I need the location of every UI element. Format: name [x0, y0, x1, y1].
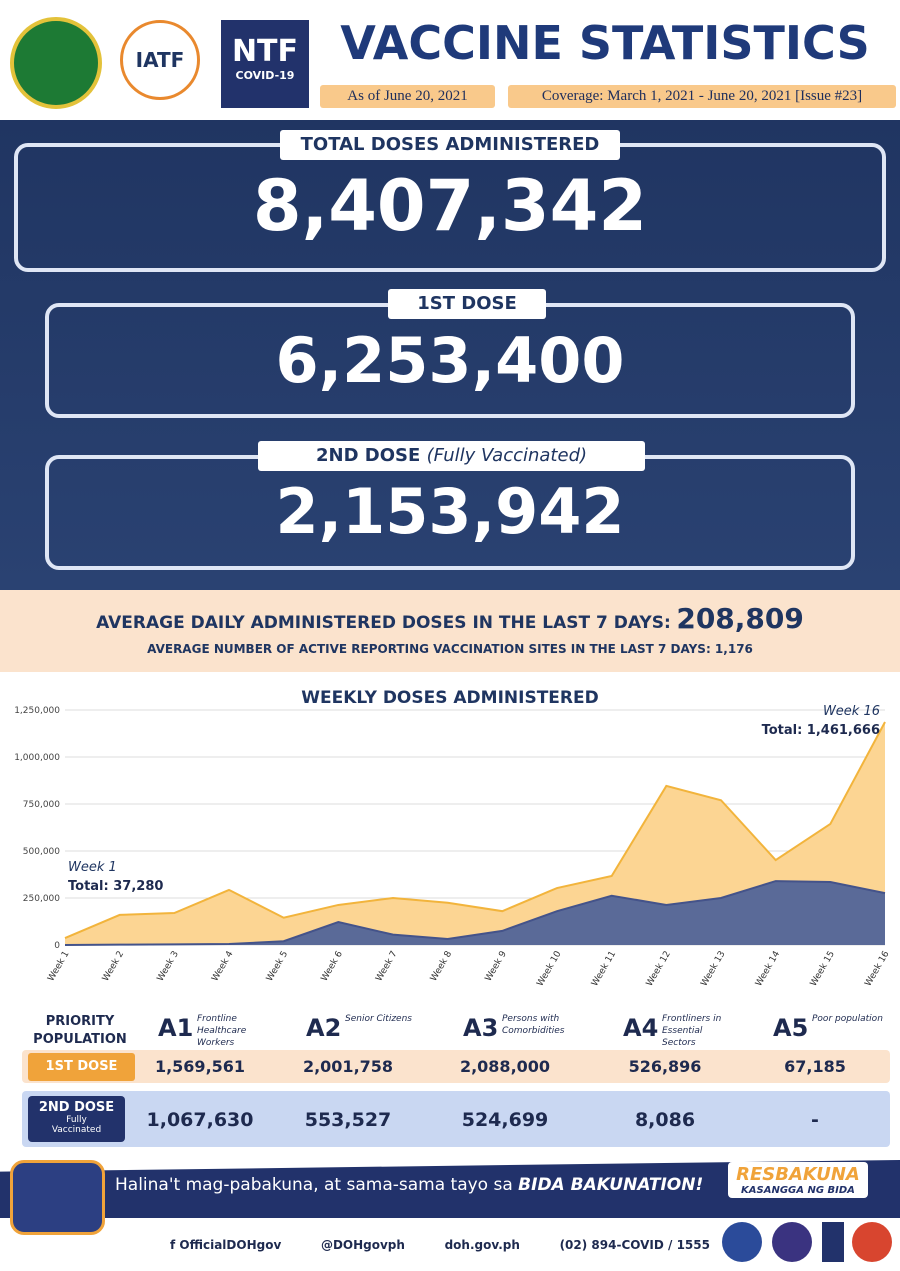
row-band	[22, 1091, 890, 1147]
x-tick-label: Week 7	[374, 950, 399, 984]
column-desc: Persons with Comorbidities	[502, 1014, 565, 1036]
area	[65, 722, 885, 945]
row-label-text: 2ND DOSE	[38, 1100, 115, 1115]
doh-logo	[10, 17, 102, 109]
column-desc: Poor population	[812, 1014, 883, 1024]
x-tick-label: Week 5	[265, 950, 290, 984]
cell: 524,699	[461, 1109, 549, 1131]
row-label: 1ST DOSE	[28, 1053, 135, 1081]
stat-value: 2,153,942	[275, 475, 625, 548]
x-tick-label: Week 14	[754, 949, 782, 988]
cell: 2,001,758	[302, 1057, 394, 1076]
cell: 526,896	[628, 1057, 702, 1076]
daily-average: AVERAGE DAILY ADMINISTERED DOSES IN THE …	[0, 602, 900, 635]
row-label: 2ND DOSE Fully Vaccinated	[28, 1096, 125, 1142]
column-code: A5	[773, 1014, 809, 1042]
x-tick-label: Week 9	[484, 949, 509, 983]
averages-band	[0, 590, 900, 672]
y-tick-label: 250,000	[23, 894, 60, 904]
slogan-bold: BIDA BAKUNATION!	[518, 1175, 704, 1195]
column-code: A3	[463, 1014, 499, 1042]
x-tick-label: Week 8	[429, 949, 454, 983]
agency-logo	[772, 1222, 812, 1262]
column-code: A4	[623, 1014, 659, 1042]
brand-sub: KASANGGA NG BIDA	[741, 1185, 855, 1196]
area-line	[64, 721, 886, 939]
x-tick-label: Week 12	[645, 950, 673, 989]
annotation-total: Total: 37,280	[68, 879, 163, 894]
x-tick-label: Week 4	[210, 949, 235, 983]
contact: @DOHgovph	[320, 1238, 405, 1252]
brand: RESBAKUNA KASANGGA NG BIDA	[728, 1162, 868, 1198]
daily-label: AVERAGE DAILY ADMINISTERED DOSES IN THE …	[96, 613, 671, 633]
y-tick-label: 0	[54, 941, 60, 951]
stat-note: (Fully Vaccinated)	[426, 445, 588, 466]
y-tick-label: 750,000	[23, 800, 60, 810]
stat-label: 2ND DOSE (Fully Vaccinated)	[258, 441, 645, 471]
chart-title: WEEKLY DOSES ADMINISTERED	[301, 688, 598, 708]
x-tick-label: Week 15	[809, 950, 837, 989]
agency-logo	[722, 1222, 762, 1262]
row-band	[22, 1050, 890, 1083]
x-tick-label: Week 2	[101, 950, 126, 984]
column-code: A2	[306, 1014, 342, 1042]
area-line	[64, 880, 886, 946]
x-tick-label: Week 16	[863, 949, 891, 988]
cell: 2,088,000	[459, 1057, 551, 1076]
stat-value: 6,253,400	[275, 324, 625, 397]
stat-label: TOTAL DOSES ADMINISTERED	[280, 130, 620, 160]
column-code: A1	[158, 1014, 194, 1042]
cell: 1,067,630	[146, 1109, 254, 1131]
stat-label: 1ST DOSE	[388, 289, 546, 319]
chart: WEEKLY DOSES ADMINISTERED 0 250,000 500,000…	[14, 688, 892, 989]
column-desc: Frontline Healthcare Workers	[197, 1014, 247, 1048]
daily-value: 208,809	[676, 602, 804, 635]
stat-value: 8,407,342	[252, 165, 648, 247]
stat-label-text: 2ND DOSE	[315, 445, 421, 466]
table-header: PRIORITY POPULATION	[33, 1014, 127, 1047]
cell: 8,086	[634, 1109, 696, 1131]
annotation-week: Week 16	[823, 704, 880, 719]
cell: 67,185	[784, 1057, 846, 1076]
y-tick-label: 1,000,000	[14, 753, 60, 763]
contacts: f OfficialDOHgov @DOHgovph doh.gov.ph (0…	[170, 1238, 710, 1252]
resbakuna-logo	[10, 1160, 105, 1235]
contact: doh.gov.ph	[444, 1238, 520, 1252]
ntf-logo: NTF COVID-19	[221, 20, 309, 108]
as-of: As of June 20, 2021	[320, 85, 495, 108]
slogan-text: Halina't mag-pabakuna, at sama-sama tayo…	[115, 1175, 513, 1195]
column-desc: Frontliners in Essential Sectors	[662, 1014, 722, 1048]
sites-average: AVERAGE NUMBER OF ACTIVE REPORTING VACCI…	[147, 642, 753, 656]
annotation-total: Total: 1,461,666	[762, 723, 880, 738]
x-tick-label: Week 11	[590, 950, 618, 989]
ntf-sub: COVID-19	[235, 69, 295, 82]
title: VACCINE STATISTICS	[340, 16, 870, 70]
agency-logo	[852, 1222, 892, 1262]
x-tick-label: Week 13	[699, 950, 727, 989]
x-tick-label: Week 3	[156, 950, 181, 984]
stats-panel	[0, 120, 900, 590]
slogan: Halina't mag-pabakuna, at sama-sama tayo…	[115, 1175, 703, 1195]
ntf-text: NTF	[231, 34, 299, 69]
annotation-week: Week 1	[68, 860, 117, 875]
column-desc: Senior Citizens	[345, 1014, 412, 1024]
area	[65, 881, 885, 945]
y-tick-label: 1,250,000	[14, 706, 60, 716]
y-tick-label: 500,000	[23, 847, 60, 857]
x-tick-label: Week 6	[320, 949, 345, 983]
iatf-logo: IATF	[120, 20, 200, 100]
agency-logo	[822, 1222, 844, 1262]
cell: 553,527	[304, 1109, 392, 1131]
contact: f OfficialDOHgov	[170, 1238, 282, 1252]
brand-text: RESBAKUNA	[736, 1164, 860, 1185]
coverage: Coverage: March 1, 2021 - June 20, 2021 …	[508, 85, 896, 108]
contact: (02) 894-COVID / 1555	[559, 1238, 710, 1252]
row-sub: Fully Vaccinated	[51, 1115, 102, 1135]
cell: 1,569,561	[154, 1057, 246, 1076]
x-tick-label: Week 10	[535, 949, 563, 988]
cell: -	[811, 1109, 819, 1131]
x-tick-label: Week 1	[46, 950, 71, 984]
